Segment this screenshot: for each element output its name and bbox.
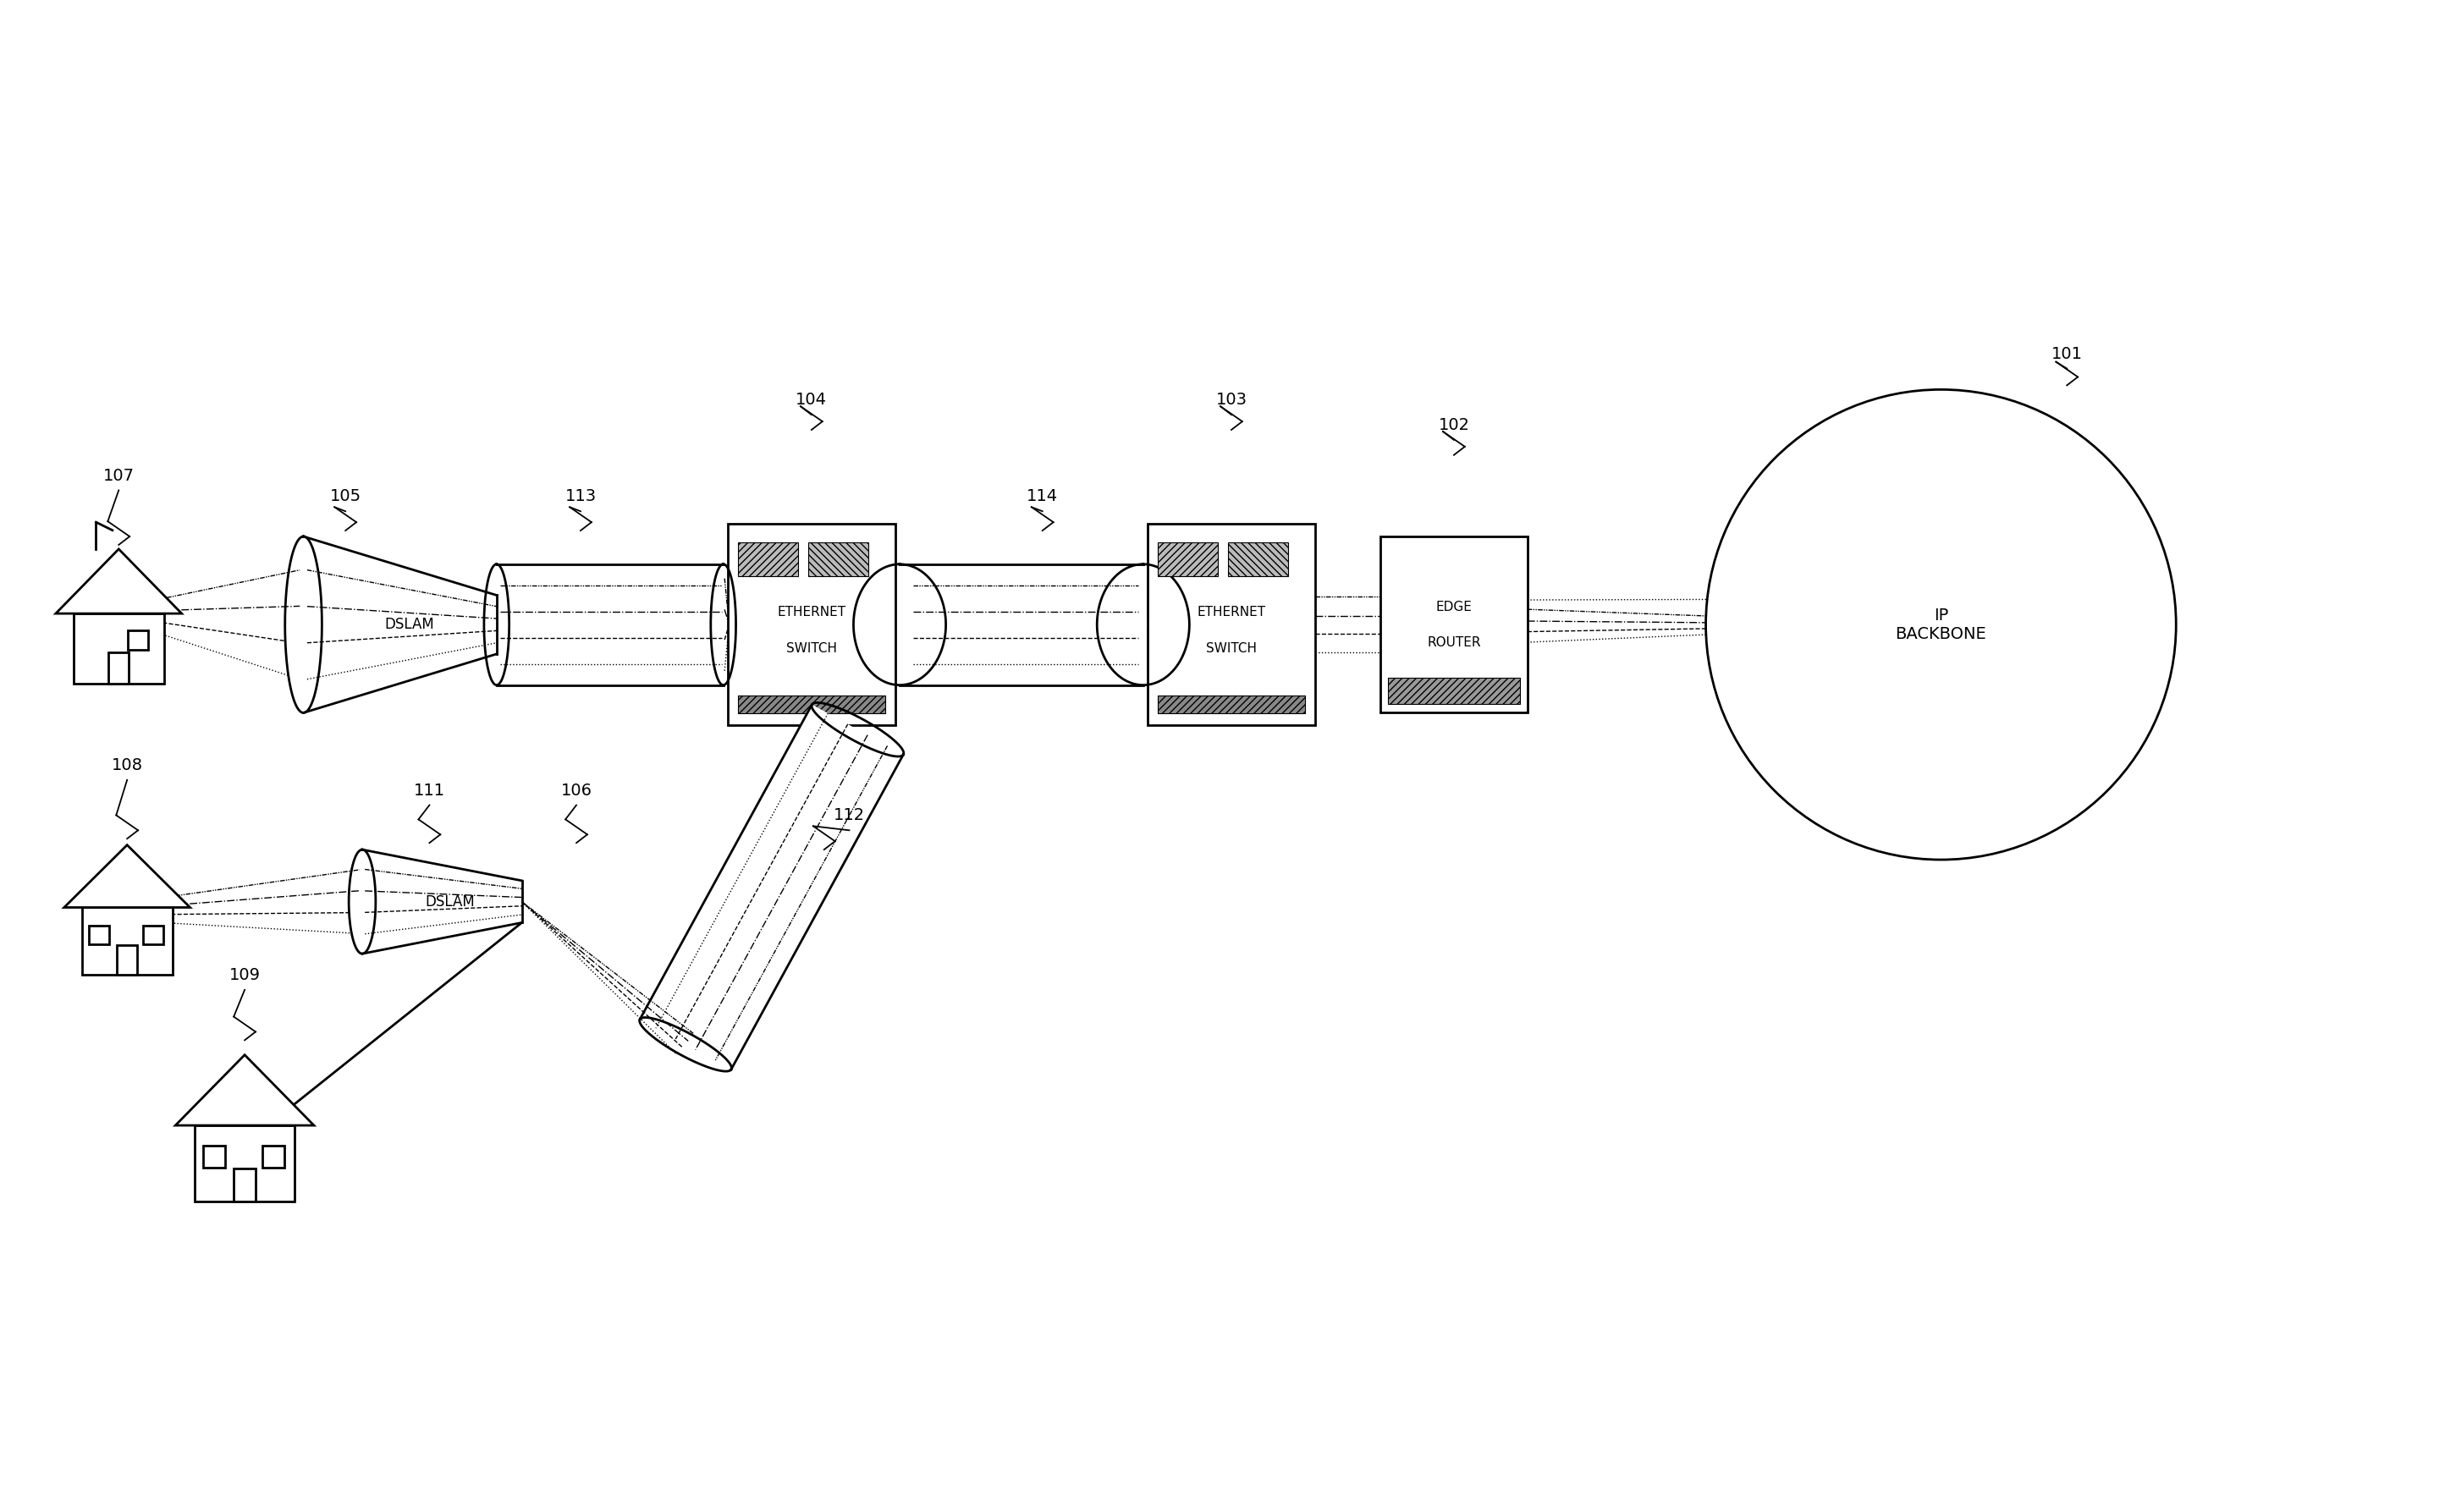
Text: DSLAM: DSLAM xyxy=(425,894,474,909)
Bar xyxy=(727,523,896,726)
Text: ETHERNET: ETHERNET xyxy=(1196,606,1265,618)
Text: 112: 112 xyxy=(833,807,865,824)
Circle shape xyxy=(1707,390,2176,860)
Text: 108: 108 xyxy=(111,758,142,773)
Text: 105: 105 xyxy=(329,488,361,505)
Polygon shape xyxy=(484,564,737,685)
Polygon shape xyxy=(56,549,182,614)
Text: 102: 102 xyxy=(1439,417,1469,434)
Bar xyxy=(204,1146,223,1167)
Polygon shape xyxy=(855,564,1189,685)
Text: SWITCH: SWITCH xyxy=(1206,643,1257,655)
Polygon shape xyxy=(64,845,189,907)
Text: 101: 101 xyxy=(2051,346,2083,361)
Bar xyxy=(108,653,128,683)
Bar xyxy=(1380,537,1528,712)
Text: 113: 113 xyxy=(565,488,597,505)
Text: SWITCH: SWITCH xyxy=(786,643,837,655)
Bar xyxy=(263,1146,285,1167)
Bar xyxy=(74,614,165,683)
Text: 114: 114 xyxy=(1027,488,1059,505)
Bar xyxy=(1228,541,1289,576)
Bar xyxy=(1388,677,1520,705)
Polygon shape xyxy=(641,705,904,1069)
Bar xyxy=(194,1125,295,1202)
Bar xyxy=(737,541,798,576)
Bar xyxy=(808,541,869,576)
Text: 111: 111 xyxy=(413,782,445,798)
Text: 109: 109 xyxy=(228,968,260,983)
Bar xyxy=(737,696,887,714)
Text: 107: 107 xyxy=(103,467,135,484)
Text: EDGE: EDGE xyxy=(1437,600,1471,614)
Bar xyxy=(118,945,138,975)
Bar xyxy=(1157,696,1304,714)
Text: 103: 103 xyxy=(1216,392,1248,408)
Bar xyxy=(142,925,165,945)
Text: DSLAM: DSLAM xyxy=(386,617,435,632)
Polygon shape xyxy=(349,880,535,954)
Text: 104: 104 xyxy=(796,392,828,408)
Polygon shape xyxy=(174,1055,314,1125)
Text: ETHERNET: ETHERNET xyxy=(776,606,845,618)
Bar xyxy=(81,907,172,975)
Bar xyxy=(233,1169,255,1202)
Bar xyxy=(1147,523,1316,726)
Text: 106: 106 xyxy=(560,782,592,798)
Text: ROUTER: ROUTER xyxy=(1427,637,1481,649)
Bar xyxy=(88,925,108,945)
Bar xyxy=(1157,541,1218,576)
Text: IP
BACKBONE: IP BACKBONE xyxy=(1896,608,1987,643)
Bar xyxy=(128,631,147,650)
Polygon shape xyxy=(285,596,516,712)
